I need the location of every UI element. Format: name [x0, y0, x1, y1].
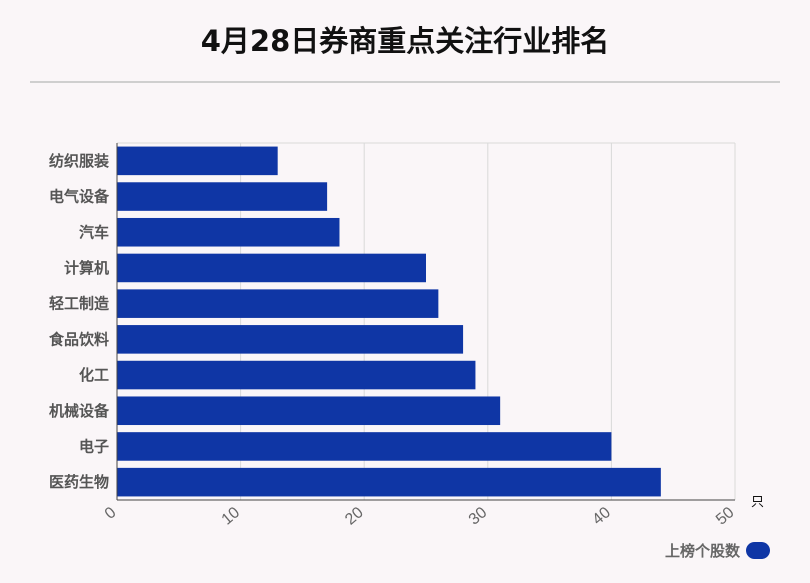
bar[interactable] [117, 289, 439, 318]
bar[interactable] [117, 360, 476, 390]
legend[interactable]: 上榜个股数 [665, 540, 770, 561]
category-label: 电子 [79, 437, 109, 455]
bar[interactable] [117, 146, 278, 176]
category-label: 机械设备 [49, 402, 110, 420]
legend-label: 上榜个股数 [664, 542, 740, 560]
bar[interactable] [117, 217, 340, 247]
x-tick-label: 20 [342, 504, 367, 529]
legend-swatch [746, 542, 770, 559]
bar[interactable] [117, 467, 661, 497]
bars [117, 146, 661, 497]
title-divider [30, 81, 780, 83]
category-label: 计算机 [64, 259, 109, 277]
category-label: 化工 [79, 366, 109, 384]
category-label: 汽车 [79, 223, 109, 241]
x-tick-label: 30 [466, 504, 491, 529]
x-unit-label: 只 [751, 495, 764, 510]
chart-title: 4月28日券商重点关注行业排名 [200, 24, 610, 58]
bar[interactable] [117, 396, 501, 426]
category-label: 轻工制造 [49, 295, 109, 313]
bar[interactable] [117, 325, 464, 354]
x-tick-label: 0 [102, 504, 120, 523]
category-label: 电气设备 [49, 188, 110, 206]
x-tick-label: 50 [713, 504, 738, 529]
bar[interactable] [117, 432, 612, 461]
tick-labels: 0 10 20 30 40 50 [102, 504, 738, 529]
x-tick-label: 10 [219, 504, 244, 529]
x-tick-label: 40 [589, 504, 614, 529]
category-label: 纺织服装 [49, 152, 110, 170]
category-label: 食品饮料 [49, 330, 109, 348]
axes [116, 143, 735, 501]
bar[interactable] [117, 182, 328, 211]
category-label: 医药生物 [49, 473, 109, 491]
bar[interactable] [117, 253, 426, 283]
